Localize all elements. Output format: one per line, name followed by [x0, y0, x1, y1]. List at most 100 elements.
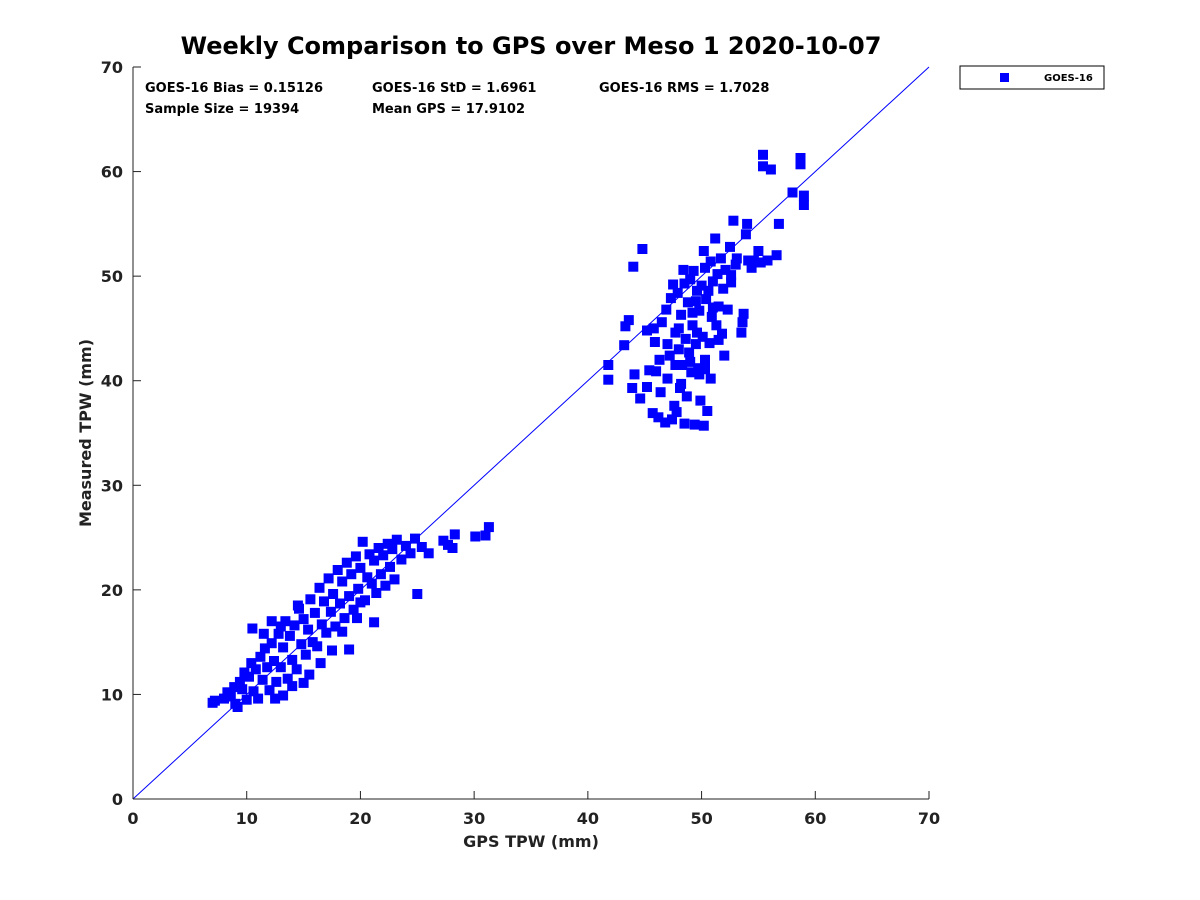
data-point	[690, 339, 701, 350]
data-point	[765, 164, 776, 175]
data-point	[738, 308, 749, 319]
data-point	[664, 350, 675, 361]
data-point	[305, 594, 316, 605]
y-tick-label: 70	[101, 58, 123, 77]
legend-label: GOES-16	[1044, 73, 1093, 84]
data-point	[620, 321, 631, 332]
data-point	[237, 684, 248, 695]
data-point	[335, 598, 345, 609]
data-point	[672, 287, 683, 298]
data-point	[339, 613, 350, 624]
data-point	[353, 583, 364, 594]
data-point	[405, 548, 416, 559]
data-point	[637, 244, 648, 254]
data-point	[314, 582, 325, 593]
chart-title: Weekly Comparison to GPS over Meso 1 202…	[181, 32, 882, 60]
data-point	[396, 554, 407, 565]
x-axis-label: GPS TPW (mm)	[463, 832, 599, 851]
x-tick-label: 50	[690, 809, 712, 828]
stat-sample-size: Sample Size = 19394	[145, 102, 299, 117]
data-point	[258, 628, 269, 639]
data-point	[736, 327, 747, 338]
data-point	[668, 279, 679, 290]
data-point	[298, 614, 309, 625]
y-tick-label: 60	[101, 163, 123, 182]
data-point	[412, 589, 423, 599]
data-point	[682, 297, 693, 308]
data-point	[628, 261, 639, 272]
x-tick-label: 10	[236, 809, 258, 828]
data-point	[667, 414, 677, 425]
data-point	[300, 649, 311, 660]
data-point	[718, 283, 729, 294]
data-point	[346, 569, 357, 580]
data-point	[737, 317, 748, 328]
data-point	[653, 412, 664, 423]
data-point	[480, 530, 491, 541]
data-point	[273, 628, 284, 639]
data-point	[711, 320, 722, 331]
data-point	[289, 620, 300, 631]
data-point	[748, 255, 759, 266]
data-point	[758, 149, 768, 160]
data-point	[795, 159, 806, 170]
data-point	[743, 255, 754, 266]
data-point	[287, 654, 298, 665]
data-point	[647, 408, 658, 419]
data-point	[671, 407, 682, 418]
data-point	[720, 264, 731, 275]
data-point	[369, 617, 380, 628]
data-point	[728, 215, 739, 226]
data-point	[362, 572, 373, 583]
data-point	[355, 562, 366, 573]
data-point	[649, 337, 660, 347]
x-tick-label: 40	[577, 809, 599, 828]
data-point	[337, 626, 348, 637]
data-point	[676, 378, 687, 389]
data-point	[603, 374, 614, 385]
data-point	[684, 347, 695, 358]
data-point	[679, 278, 690, 289]
data-point	[366, 578, 377, 589]
y-tick-label: 30	[101, 476, 123, 495]
data-point	[292, 600, 303, 611]
data-point	[352, 613, 362, 624]
data-point	[234, 676, 245, 687]
data-point	[382, 538, 393, 549]
data-point	[328, 589, 339, 599]
data-point	[740, 229, 751, 240]
data-point	[244, 671, 254, 682]
data-point	[762, 255, 773, 266]
data-point	[232, 702, 243, 712]
data-point	[798, 190, 809, 201]
data-point	[323, 573, 334, 584]
data-point	[673, 344, 684, 355]
data-point	[676, 309, 687, 320]
data-point	[255, 651, 266, 662]
data-point	[700, 262, 710, 273]
data-point	[687, 320, 698, 331]
data-point	[713, 334, 724, 345]
y-tick-label: 20	[101, 581, 123, 600]
data-point	[341, 557, 352, 568]
stat-rms: GOES-16 RMS = 1.7028	[599, 81, 769, 96]
data-point	[700, 354, 710, 365]
data-point	[678, 264, 689, 275]
data-point	[387, 544, 398, 555]
data-point	[330, 621, 341, 632]
data-point	[795, 153, 806, 163]
data-point	[271, 676, 282, 687]
data-point	[627, 383, 638, 393]
data-point	[253, 693, 264, 704]
data-point	[298, 677, 309, 688]
data-point	[746, 262, 757, 273]
data-point	[264, 685, 275, 696]
data-point	[278, 690, 289, 701]
data-point	[319, 596, 329, 607]
data-point	[706, 311, 717, 322]
data-point	[449, 529, 460, 540]
data-point	[753, 246, 764, 256]
legend-box	[959, 65, 1105, 90]
data-point	[275, 621, 286, 632]
data-point	[694, 305, 705, 316]
